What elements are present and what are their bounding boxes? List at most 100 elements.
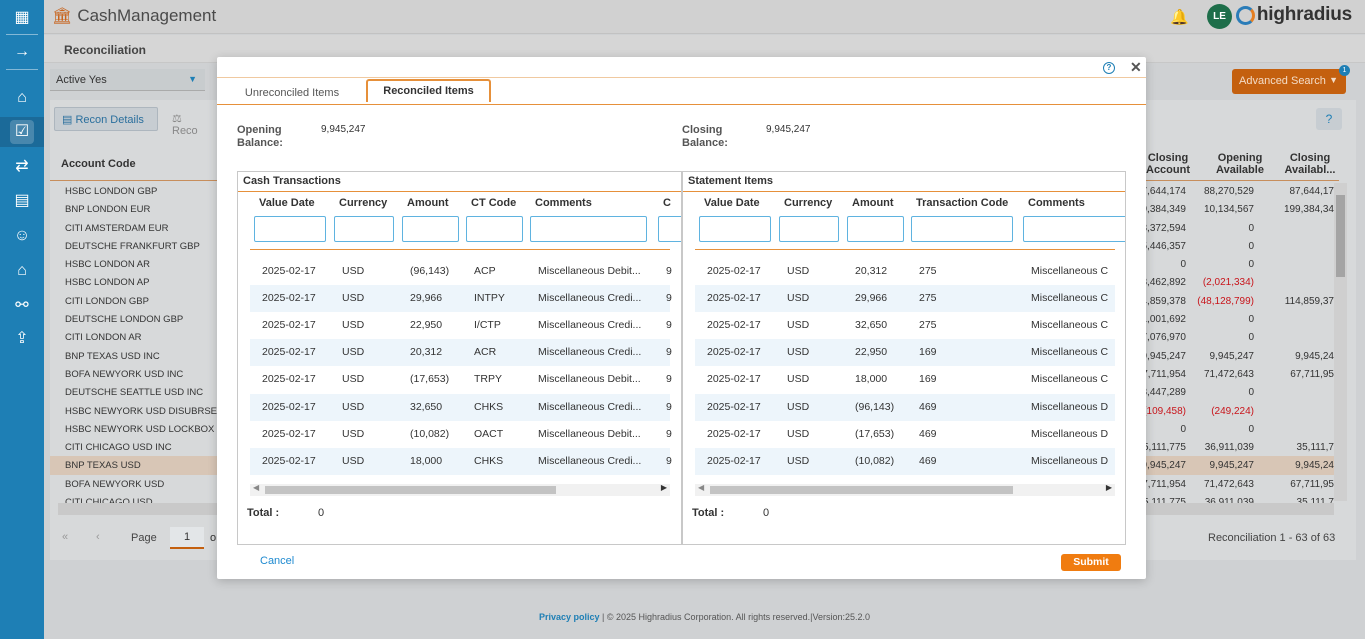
account-row[interactable]: CITI CHICAGO USD INC (65, 442, 172, 454)
table-row[interactable]: 2025-02-17 USD (10,082) 469 Miscellaneous D (695, 447, 1115, 475)
account-row[interactable]: BNP TEXAS USD (50, 456, 218, 475)
col-header-value-date[interactable]: Value Date (704, 197, 760, 209)
col-header-transaction-code[interactable]: Transaction Code (916, 197, 1009, 209)
table-row[interactable]: 14,859,378 (48,128,799) 114,859,37 (1136, 292, 1334, 310)
amount-filter-input[interactable] (402, 216, 459, 242)
statement-horizontal-scrollbar[interactable]: ◀ ▶ (695, 483, 1115, 496)
col-header-amount[interactable]: Amount (852, 197, 894, 209)
help-icon[interactable]: ? (1103, 62, 1115, 74)
report-icon[interactable]: ▤ (14, 192, 30, 209)
app-logo[interactable]: 🏛 CashManagement (52, 6, 216, 26)
table-row[interactable]: 2025-02-17 USD (10,082) OACT Miscellaneous D… (250, 421, 672, 448)
account-row[interactable]: DEUTSCHE LONDON GBP (65, 314, 184, 326)
table-row[interactable]: 2025-02-17 USD 29,966 275 Miscellaneous C (695, 285, 1115, 313)
bell-icon[interactable]: 🔔 (1170, 9, 1189, 26)
bank-icon[interactable]: ⌂ (17, 262, 27, 279)
help-icon[interactable]: ? (1316, 108, 1342, 130)
table-row[interactable]: 2025-02-17 USD 18,000 169 Miscellaneous C (695, 366, 1115, 393)
col-header-currency[interactable]: Currency (339, 197, 388, 209)
table-row[interactable]: 75,446,357 0 (1136, 237, 1334, 255)
scroll-right-icon[interactable]: ▶ (660, 483, 667, 492)
account-row[interactable]: HSBC NEWYORK USD DISUBRSEME (65, 405, 218, 417)
submit-button[interactable]: Submit (1061, 554, 1121, 571)
scrollbar-thumb[interactable] (1336, 195, 1345, 277)
account-row[interactable]: HSBC LONDON AR (65, 259, 150, 271)
col-header-currency[interactable]: Currency (784, 197, 833, 209)
account-row[interactable]: CITI LONDON AR (65, 332, 142, 344)
col-header-extra[interactable]: C (663, 197, 671, 209)
col-header-opening-available[interactable]: Opening Available (1216, 152, 1264, 176)
scrollbar-thumb[interactable] (710, 486, 1013, 494)
reconcile-icon[interactable]: ☑ (0, 117, 44, 147)
tab-recon[interactable]: ⚖ Reco (166, 107, 216, 137)
table-row[interactable]: 87,076,970 0 (1136, 328, 1334, 346)
vertical-scrollbar[interactable] (1334, 183, 1347, 501)
account-row[interactable]: BOFA NEWYORK USD (65, 478, 165, 490)
table-row[interactable]: 2025-02-17 USD 22,950 I/CTP Miscellaneous Cr… (250, 312, 672, 339)
table-row[interactable]: 2025-02-17 USD (96,143) ACP Miscellaneous De… (250, 258, 672, 285)
first-page-icon[interactable]: « (62, 531, 69, 543)
scroll-left-icon[interactable]: ◀ (253, 483, 260, 492)
currency-filter-input[interactable] (334, 216, 394, 242)
table-row[interactable]: 67,711,954 71,472,643 67,711,95 (1137, 475, 1334, 493)
table-row[interactable]: 2025-02-17 USD (96,143) 469 Miscellaneous D (695, 393, 1115, 421)
cash-horizontal-scrollbar[interactable]: ◀ ▶ (250, 483, 670, 496)
table-row[interactable]: 2025-02-17 USD 32,650 CHKS Miscellaneous Cre… (250, 393, 672, 421)
ct-code-filter-input[interactable] (466, 216, 523, 242)
account-row[interactable]: DEUTSCHE SEATTLE USD INC (65, 387, 204, 399)
table-row[interactable]: 2025-02-17 USD 20,312 275 Miscellaneous C (695, 258, 1115, 285)
account-row[interactable]: BOFA NEWYORK USD INC (65, 368, 184, 380)
tab-reconciled-items[interactable]: Reconciled Items (366, 79, 491, 102)
currency-filter-input[interactable] (779, 216, 839, 242)
tab-unreconciled-items[interactable]: Unreconciled Items (244, 87, 340, 99)
col-header-amount[interactable]: Amount (407, 197, 449, 209)
account-row[interactable]: HSBC NEWYORK USD LOCKBOX IN (65, 423, 218, 435)
home-icon[interactable]: ⌂ (17, 89, 27, 106)
users-icon[interactable]: ☺ (13, 227, 31, 244)
table-row[interactable]: 2025-02-17 USD 18,000 CHKS Miscellaneous Cre… (250, 447, 672, 475)
transaction-code-filter-input[interactable] (911, 216, 1013, 242)
arrow-right-icon[interactable]: → (14, 43, 30, 60)
comments-filter-input[interactable] (530, 216, 647, 242)
table-row[interactable]: (109,458) (249,224) (1143, 402, 1334, 420)
upload-icon[interactable]: ⇪ (15, 330, 29, 347)
account-row[interactable]: DEUTSCHE FRANKFURT GBP (65, 240, 200, 252)
account-row[interactable]: CITI LONDON GBP (65, 295, 149, 307)
table-row[interactable]: 87,644,174 88,270,529 87,644,17 (1136, 182, 1334, 200)
account-row[interactable]: HSBC LONDON AP (65, 277, 150, 289)
table-row[interactable]: 1,001,692 0 (1142, 310, 1334, 328)
prev-page-icon[interactable]: ‹ (96, 531, 100, 543)
table-row[interactable]: 35,111,775 36,911,039 35,111,7 (1137, 493, 1334, 511)
account-row[interactable]: HSBC LONDON GBP (65, 186, 158, 197)
close-icon[interactable]: ✕ (1130, 59, 1142, 75)
scroll-right-icon[interactable]: ▶ (1105, 483, 1112, 492)
avatar[interactable]: LE (1207, 4, 1232, 29)
privacy-policy-link[interactable]: Privacy policy (538, 612, 600, 622)
col-header-value-date[interactable]: Value Date (259, 197, 315, 209)
account-code-header[interactable]: Account Code (50, 148, 218, 181)
table-row[interactable]: 2025-02-17 USD (17,653) TRPY Miscellaneous D… (250, 366, 672, 393)
table-row[interactable]: 2025-02-17 USD 32,650 275 Miscellaneous C (695, 312, 1115, 339)
table-row[interactable]: 2025-02-17 USD 22,950 169 Miscellaneous C (695, 339, 1115, 367)
value-date-filter-input[interactable] (699, 216, 771, 242)
active-filter-select[interactable]: Active Yes ▼ (50, 69, 205, 91)
cancel-button[interactable]: Cancel (260, 555, 295, 567)
table-row[interactable]: 9,945,247 9,945,247 9,945,24 (1142, 347, 1335, 365)
table-row[interactable]: 78,462,892 (2,021,334) (1136, 273, 1334, 291)
table-row[interactable]: 2025-02-17 USD (17,653) 469 Miscellaneous D (695, 421, 1115, 448)
table-row[interactable]: 9,945,247 9,945,247 9,945,24 (1142, 456, 1334, 475)
advanced-search-button[interactable]: Advanced Search ▼ 1 (1232, 65, 1350, 94)
scrollbar-thumb[interactable] (265, 486, 556, 494)
account-row[interactable]: BNP TEXAS USD INC (65, 350, 160, 362)
account-row[interactable]: CITI AMSTERDAM EUR (65, 222, 169, 234)
table-row[interactable]: 53,447,289 0 (1136, 383, 1334, 401)
col-header-closing-available[interactable]: Closing Availabl... (1284, 152, 1336, 176)
tab-recon-details[interactable]: ▤ Recon Details (54, 107, 158, 131)
transfer-icon[interactable]: ⇄ (15, 158, 29, 175)
comments-filter-input[interactable] (1023, 216, 1125, 242)
value-date-filter-input[interactable] (254, 216, 326, 242)
network-icon[interactable]: ⚯ (15, 297, 29, 314)
col-header-comments[interactable]: Comments (1028, 197, 1085, 209)
